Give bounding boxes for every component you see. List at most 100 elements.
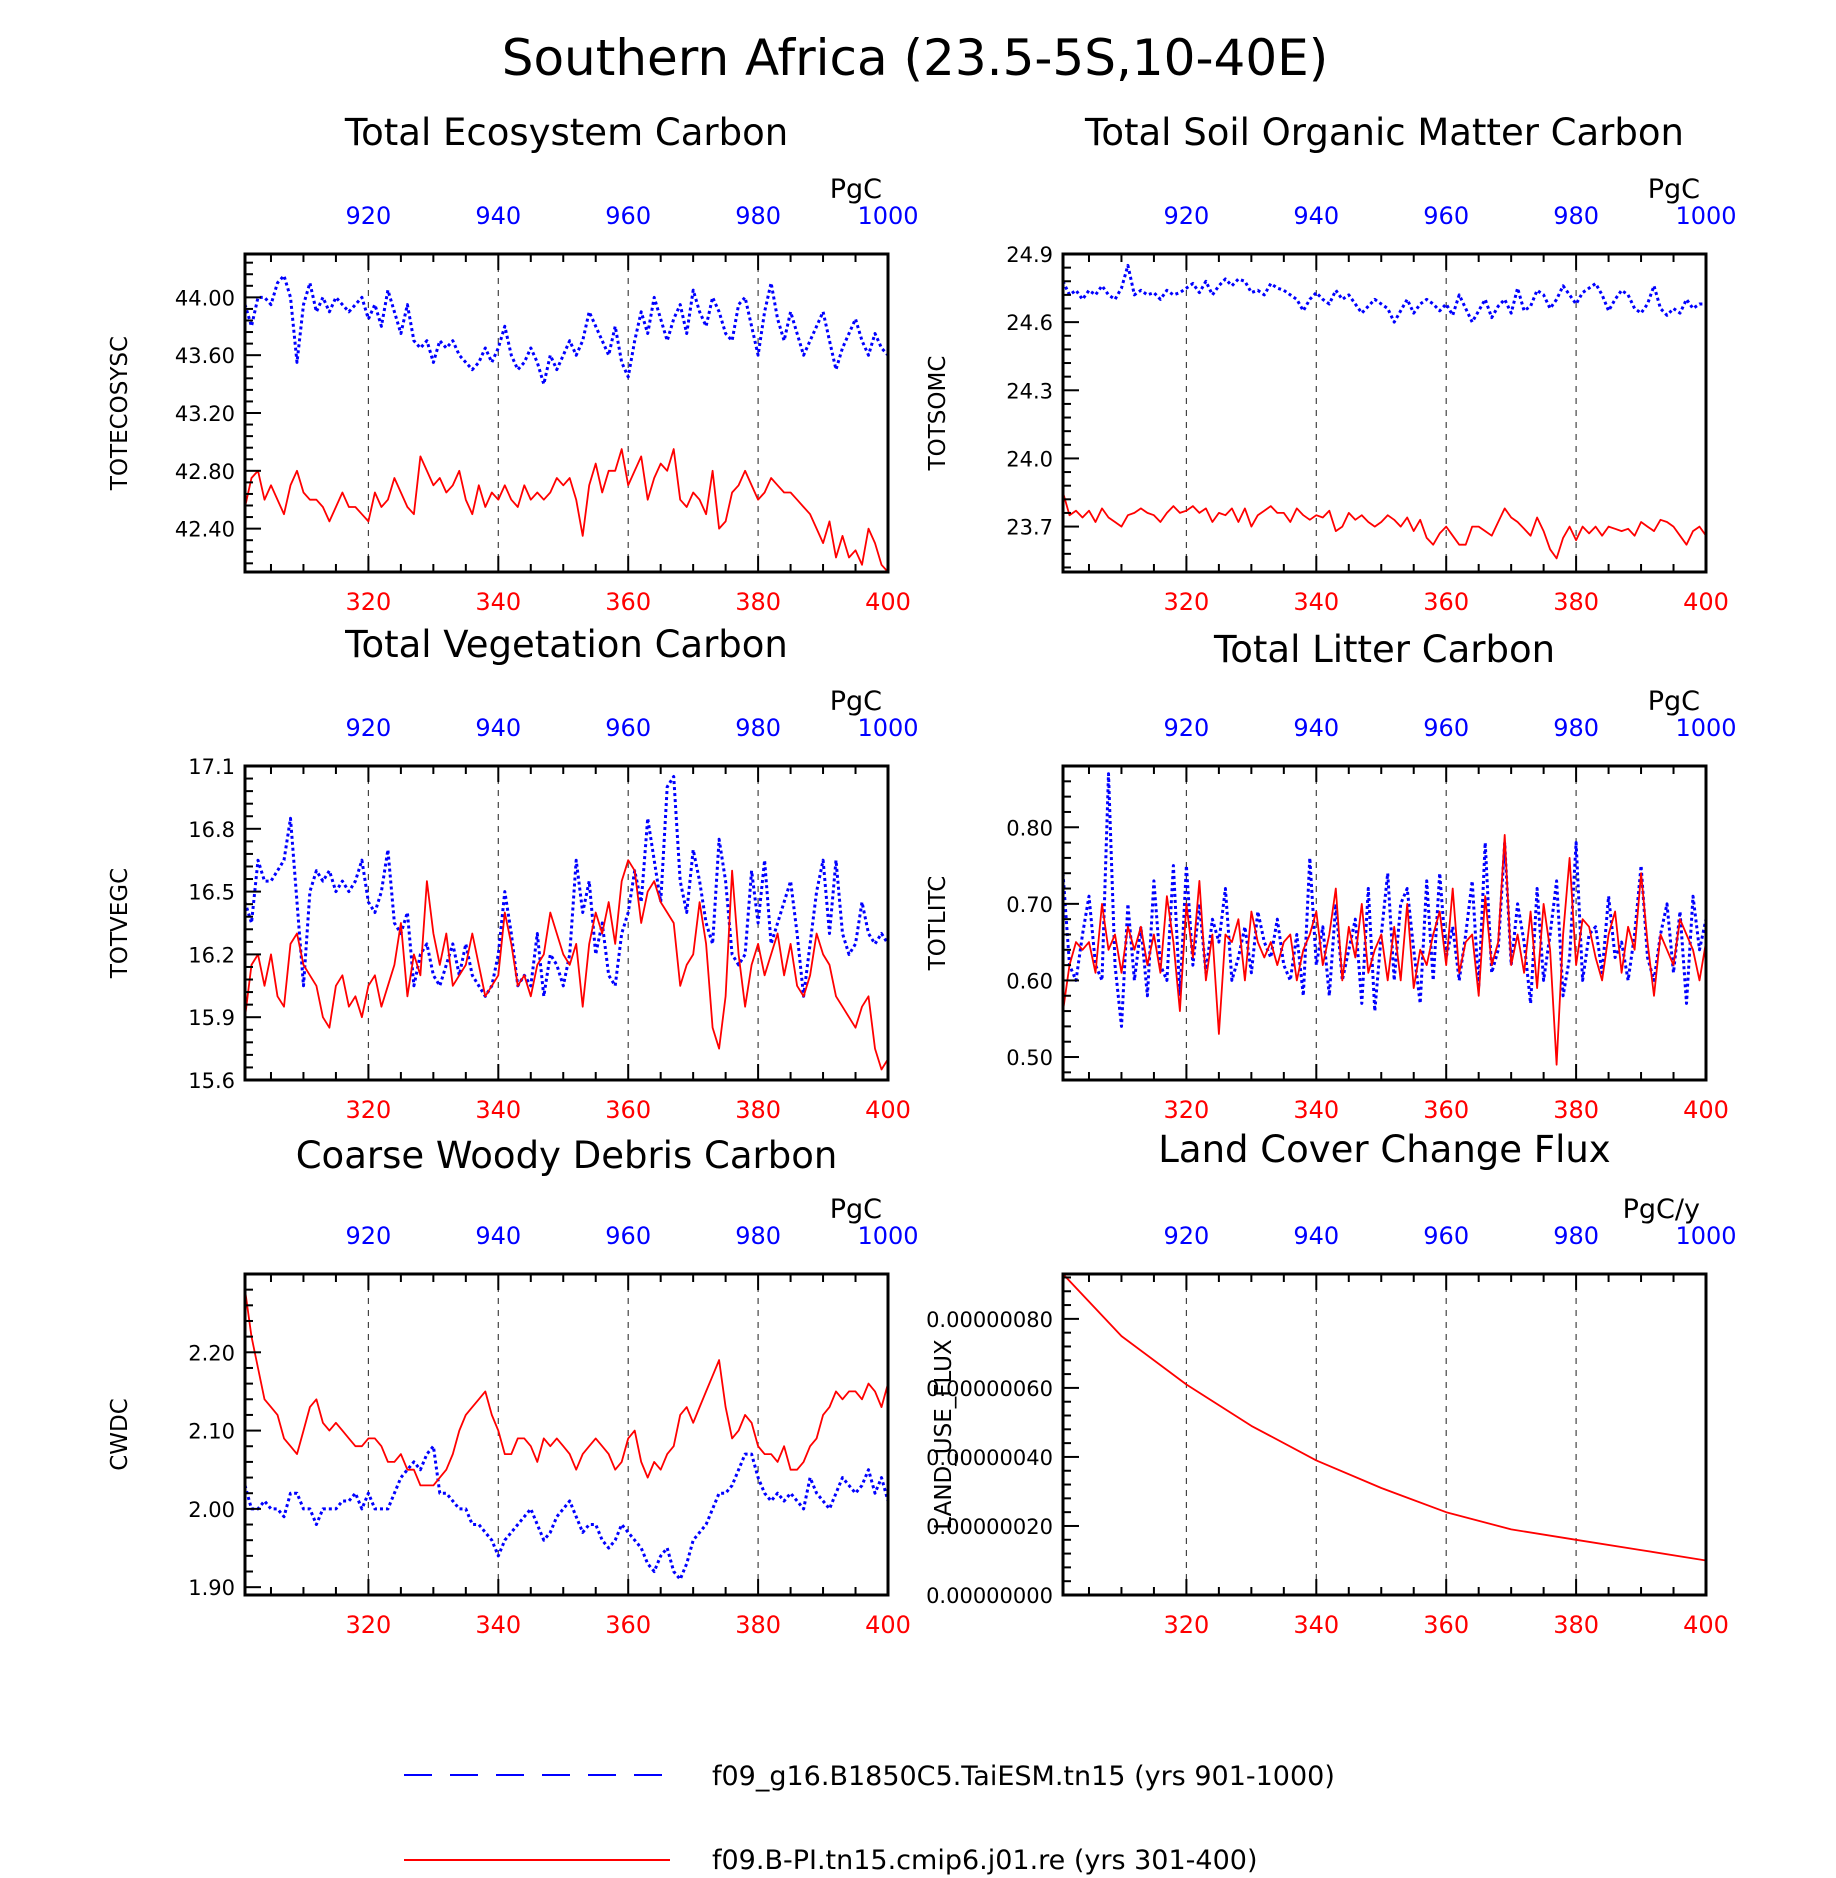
x-tick-label: 360 [1423,1611,1469,1639]
x-tick-label: 320 [345,588,391,616]
top-tick-label: 960 [1423,202,1469,230]
top-tick-label: 980 [735,1222,781,1250]
y-axis-label: TOTVEGC [107,868,133,979]
top-tick-label: 940 [475,714,521,742]
series-line-red [245,1289,888,1487]
y-tick-label: 0.70 [1006,893,1053,917]
x-tick-label: 340 [1293,1096,1339,1124]
series-line-blue [245,775,888,998]
y-tick-label: 42.80 [175,460,235,484]
unit-label: PgC [830,174,882,205]
x-tick-label: 320 [1163,1096,1209,1124]
unit-label: PgC [1648,686,1700,717]
y-axis-label: CWDC [107,1398,133,1471]
y-tick-label: 43.20 [175,402,235,426]
x-tick-label: 400 [1683,1096,1729,1124]
y-axis-label: TOTECOSYSC [107,336,133,491]
y-tick-label: 15.6 [188,1069,235,1093]
series-line-red [245,448,888,572]
top-tick-label: 980 [735,714,781,742]
top-tick-label: 1000 [1675,202,1736,230]
y-tick-label: 0.00000060 [926,1377,1053,1401]
x-tick-label: 340 [475,588,521,616]
top-tick-label: 980 [1553,202,1599,230]
chart-title: Total Ecosystem Carbon [344,111,788,154]
series-line-red [1063,1274,1706,1562]
y-tick-label: 43.60 [175,344,235,368]
y-tick-label: 42.40 [175,518,235,542]
series-line-blue [1063,263,1706,324]
figure-title: Southern Africa (23.5-5S,10-40E) [502,29,1329,87]
top-tick-label: 980 [1553,1222,1599,1250]
y-tick-label: 24.0 [1006,447,1053,471]
y-tick-label: 2.20 [188,1341,235,1365]
x-tick-label: 380 [1553,1096,1599,1124]
x-tick-label: 380 [735,1611,781,1639]
plot-frame [1061,252,1708,574]
y-tick-label: 0.00000020 [926,1515,1053,1539]
plot-frame [1061,764,1708,1082]
series-line-blue [1063,772,1706,1028]
x-tick-label: 320 [345,1611,391,1639]
top-tick-label: 960 [605,714,651,742]
series-line-red [245,859,888,1071]
chart-panel-1: Total Ecosystem Carbon PgC 320 340 360 380 400… [107,111,919,616]
y-tick-label: 0.00000000 [926,1584,1053,1608]
y-tick-label: 2.00 [188,1498,235,1522]
top-tick-label: 1000 [857,714,918,742]
y-tick-label: 1.90 [188,1576,235,1600]
y-axis-label: TOTLITC [925,876,951,972]
top-tick-label: 980 [1553,714,1599,742]
y-tick-label: 16.5 [188,881,235,905]
top-tick-label: 920 [1163,202,1209,230]
x-tick-label: 340 [475,1096,521,1124]
top-tick-label: 920 [345,714,391,742]
x-tick-label: 360 [1423,1096,1469,1124]
x-tick-label: 320 [1163,1611,1209,1639]
y-axis-label: TOTSOMC [925,356,951,472]
x-tick-label: 380 [1553,1611,1599,1639]
plot-frame [1061,1272,1708,1597]
x-tick-label: 340 [1293,588,1339,616]
top-tick-label: 920 [1163,714,1209,742]
legend-label-red: f09.B-PI.tn15.cmip6.j01.re (yrs 301-400) [712,1845,1257,1876]
chart-title: Total Litter Carbon [1213,628,1555,671]
y-tick-label: 15.9 [188,1006,235,1030]
y-tick-label: 0.60 [1006,969,1053,993]
top-tick-label: 980 [735,202,781,230]
chart-title: Coarse Woody Debris Carbon [296,1134,838,1177]
y-axis-label: LAND_USE_FLUX [931,1339,957,1530]
top-tick-label: 1000 [1675,1222,1736,1250]
top-tick-label: 960 [605,202,651,230]
x-tick-label: 400 [865,1611,911,1639]
series-line-red [1063,834,1706,1066]
x-tick-label: 360 [605,1611,651,1639]
chart-title: Total Vegetation Carbon [344,623,788,666]
top-tick-label: 1000 [857,202,918,230]
legend-label-blue: f09_g16.B1850C5.TaiESM.tn15 (yrs 901-100… [712,1761,1335,1792]
unit-label: PgC [1648,174,1700,205]
top-tick-label: 920 [345,202,391,230]
y-tick-label: 24.6 [1006,311,1053,335]
y-tick-label: 24.9 [1006,243,1053,267]
y-tick-label: 17.1 [188,755,235,779]
chart-panel-2: Total Soil Organic Matter Carbon PgC 320 34… [925,111,1737,616]
top-tick-label: 1000 [1675,714,1736,742]
y-tick-label: 24.3 [1006,379,1053,403]
chart-panel-6: Land Cover Change Flux PgC/y 320 340 360 380 4… [926,1128,1736,1639]
series-line-blue [245,1444,888,1581]
unit-label: PgC [830,686,882,717]
x-tick-label: 320 [1163,588,1209,616]
y-tick-label: 16.2 [188,943,235,967]
y-tick-label: 0.80 [1006,816,1053,840]
y-tick-label: 2.10 [188,1420,235,1444]
x-tick-label: 360 [1423,588,1469,616]
x-tick-label: 400 [865,1096,911,1124]
x-tick-label: 360 [605,1096,651,1124]
x-tick-label: 400 [1683,588,1729,616]
x-tick-label: 400 [1683,1611,1729,1639]
y-tick-label: 0.00000080 [926,1308,1053,1332]
top-tick-label: 960 [1423,1222,1469,1250]
y-tick-label: 23.7 [1006,516,1053,540]
